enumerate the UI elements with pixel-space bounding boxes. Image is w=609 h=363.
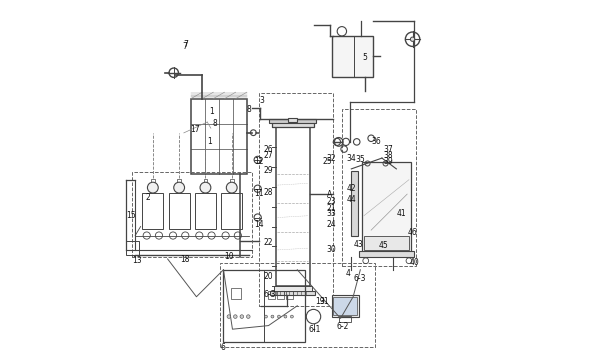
Bar (276, 127, 310, 286)
Text: 37: 37 (384, 144, 393, 154)
Bar (231, 288, 241, 299)
Text: 29: 29 (263, 166, 273, 175)
Text: 35: 35 (355, 155, 365, 164)
Text: 24: 24 (326, 220, 336, 229)
Text: 5: 5 (362, 53, 367, 62)
Text: 45: 45 (378, 241, 388, 250)
Text: 22: 22 (263, 238, 273, 247)
Text: 43: 43 (353, 240, 363, 249)
Bar (191, 99, 247, 174)
Bar (259, 93, 333, 306)
Text: 10: 10 (224, 252, 233, 261)
Circle shape (410, 37, 415, 41)
Text: 28: 28 (263, 188, 273, 197)
Text: 14: 14 (254, 220, 264, 228)
Text: 27: 27 (263, 151, 273, 160)
Text: 7: 7 (182, 42, 187, 51)
Bar (169, 193, 189, 229)
Bar (289, 118, 297, 122)
Bar (351, 171, 358, 236)
Bar (342, 110, 416, 266)
Text: 2: 2 (146, 193, 150, 202)
Circle shape (271, 315, 274, 318)
Text: 19: 19 (315, 297, 325, 306)
Text: 4: 4 (345, 269, 350, 278)
Bar (274, 286, 312, 291)
Bar (221, 193, 242, 229)
Circle shape (147, 182, 158, 193)
Text: 26: 26 (263, 144, 273, 154)
Bar (286, 291, 293, 299)
Text: 6-3: 6-3 (353, 274, 365, 283)
Text: 6-1: 6-1 (308, 325, 320, 334)
Text: 18: 18 (180, 255, 190, 264)
Text: 20: 20 (263, 273, 273, 281)
Circle shape (264, 315, 267, 318)
Text: 8: 8 (247, 105, 252, 114)
Text: 34: 34 (347, 154, 356, 163)
Circle shape (284, 315, 287, 318)
Circle shape (174, 182, 185, 193)
Text: 17: 17 (190, 125, 200, 134)
Text: 6: 6 (221, 343, 226, 352)
Text: 32: 32 (326, 154, 336, 163)
Circle shape (278, 315, 280, 318)
Bar (230, 179, 233, 183)
Text: 44: 44 (347, 195, 357, 204)
Text: 39: 39 (384, 157, 393, 166)
Bar (339, 316, 351, 322)
Text: 31: 31 (319, 297, 328, 306)
Bar (269, 119, 317, 123)
Text: 6-3: 6-3 (263, 290, 276, 299)
Bar (364, 236, 409, 250)
Text: 12: 12 (254, 157, 264, 166)
Bar (272, 121, 314, 127)
Bar (203, 179, 207, 183)
Bar (224, 270, 304, 342)
Text: 38: 38 (384, 151, 393, 160)
Bar (151, 179, 155, 183)
Circle shape (233, 315, 237, 318)
Bar (333, 297, 357, 315)
Bar (331, 295, 359, 317)
Circle shape (227, 182, 237, 193)
Text: 7: 7 (184, 40, 189, 49)
Text: 1: 1 (207, 137, 212, 146)
Bar (331, 36, 373, 77)
Bar (270, 291, 315, 295)
Text: 36: 36 (371, 137, 381, 146)
Text: 30: 30 (326, 245, 336, 254)
Bar (362, 162, 410, 252)
Bar (126, 241, 139, 255)
Bar (269, 291, 275, 299)
Text: 42: 42 (347, 184, 357, 193)
Text: 41: 41 (396, 209, 406, 219)
Circle shape (200, 182, 211, 193)
Bar (359, 251, 414, 257)
Text: 15: 15 (126, 211, 136, 220)
Text: 1: 1 (209, 107, 214, 116)
Circle shape (240, 315, 244, 318)
Circle shape (247, 315, 250, 318)
Bar (278, 291, 284, 299)
Text: 13: 13 (132, 256, 141, 265)
Text: 6-2: 6-2 (336, 322, 348, 331)
Text: 8: 8 (213, 119, 217, 129)
Bar (220, 262, 375, 347)
Text: 21: 21 (326, 204, 336, 213)
Text: A: A (327, 189, 333, 199)
Text: 23: 23 (326, 197, 336, 206)
Text: 46: 46 (407, 228, 417, 237)
Bar (177, 179, 181, 183)
Bar (132, 172, 252, 257)
Text: 3: 3 (260, 96, 265, 105)
Circle shape (227, 315, 231, 318)
Circle shape (290, 315, 294, 318)
Bar (195, 193, 216, 229)
Bar (143, 193, 163, 229)
Text: 25: 25 (323, 157, 332, 166)
Text: 11: 11 (254, 188, 264, 197)
Text: 33: 33 (326, 209, 336, 219)
Text: 40: 40 (410, 258, 420, 267)
